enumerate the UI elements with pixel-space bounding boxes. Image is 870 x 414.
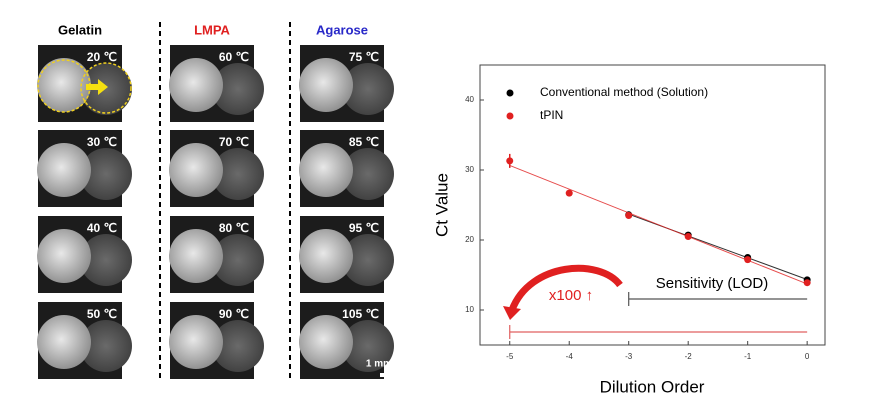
legend-marker — [506, 89, 514, 97]
droplet — [80, 63, 132, 115]
x-tick-label: 0 — [805, 352, 810, 361]
droplet — [37, 58, 91, 112]
arrow-head — [503, 306, 521, 320]
droplet — [169, 315, 223, 369]
legend-label: tPIN — [540, 108, 563, 122]
temperature-label: 40 ℃ — [87, 221, 117, 235]
temperature-label: 80 ℃ — [219, 221, 249, 235]
droplet — [299, 229, 353, 283]
point — [803, 279, 811, 287]
droplet — [169, 143, 223, 197]
y-tick-label: 20 — [465, 235, 474, 244]
point — [744, 256, 752, 264]
legend-marker — [506, 112, 514, 120]
x-axis-label: Dilution Order — [600, 377, 705, 396]
y-tick-label: 30 — [465, 165, 474, 174]
droplet — [342, 148, 394, 200]
droplet — [37, 229, 91, 283]
droplet — [299, 315, 353, 369]
legend-label: Conventional method (Solution) — [540, 85, 708, 99]
fit-line — [509, 165, 808, 285]
annotation: x100 ↑ — [549, 287, 593, 304]
droplet — [299, 143, 353, 197]
scale-bar — [380, 373, 400, 377]
temperature-label: 105 ℃ — [342, 307, 379, 321]
panel-title: LMPA — [194, 22, 230, 37]
droplet — [212, 63, 264, 115]
droplet — [342, 320, 394, 372]
y-axis-label: Ct Value — [432, 173, 451, 237]
y-tick-label: 10 — [465, 305, 474, 314]
temperature-label: 30 ℃ — [87, 135, 117, 149]
x-tick-label: -3 — [625, 352, 633, 361]
scale-bar-label: 1 mm — [366, 359, 392, 370]
plot-frame — [479, 64, 826, 346]
temperature-label: 20 ℃ — [87, 50, 117, 64]
point — [625, 212, 633, 219]
droplet — [299, 58, 353, 112]
droplet — [80, 234, 132, 286]
temperature-label: 90 ℃ — [219, 307, 249, 321]
droplet — [37, 315, 91, 369]
droplet — [342, 234, 394, 286]
temperature-label: 70 ℃ — [219, 135, 249, 149]
point — [506, 157, 514, 165]
droplet — [37, 143, 91, 197]
droplet — [169, 229, 223, 283]
y-tick-label: 40 — [465, 95, 474, 104]
temperature-label: 95 ℃ — [349, 221, 379, 235]
arrow — [508, 264, 623, 312]
panel-title: Gelatin — [58, 22, 102, 37]
temperature-label: 50 ℃ — [87, 307, 117, 321]
arrow — [86, 79, 108, 95]
outline — [80, 62, 132, 114]
x-tick-label: -4 — [566, 352, 574, 361]
droplet — [169, 58, 223, 112]
panel-title: Agarose — [316, 22, 368, 37]
droplet — [212, 234, 264, 286]
x-tick-label: -1 — [744, 352, 752, 361]
point — [684, 233, 692, 240]
x-tick-label: -5 — [506, 352, 514, 361]
droplet — [80, 148, 132, 200]
temperature-label: 85 ℃ — [349, 135, 379, 149]
point — [565, 189, 573, 197]
x-tick-label: -2 — [685, 352, 693, 361]
droplet — [212, 148, 264, 200]
droplet — [212, 320, 264, 372]
temperature-label: 60 ℃ — [219, 50, 249, 64]
droplet — [342, 63, 394, 115]
annotation: Sensitivity (LOD) — [656, 275, 769, 292]
chart: 10 20 30 40 -5 -4 -3 -2 -1 0 Conventional method (… — [465, 85, 811, 361]
temperature-label: 75 ℃ — [349, 50, 379, 64]
image-grid: Gelatin 20 ℃ 30 ℃ 40 ℃ 50 ℃ LMPA 60 ℃ 70 ℃ 80 ℃ 9… — [37, 22, 394, 379]
droplet — [80, 320, 132, 372]
